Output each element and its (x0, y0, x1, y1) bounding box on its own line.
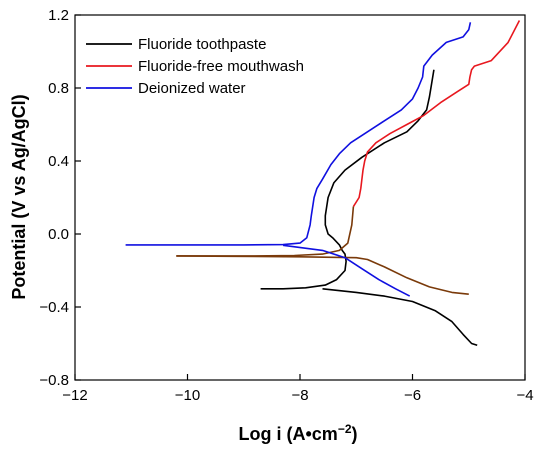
axis-ticks: −12 −10 −8 −6 −4 −0.8 −0.4 0.0 0.4 0.8 1.2 (39, 7, 533, 404)
y-tick-label: 0.8 (48, 80, 69, 97)
y-tick-label: −0.8 (39, 372, 69, 389)
y-tick-label: 0.4 (48, 153, 69, 170)
x-axis-title-close: ) (352, 424, 358, 444)
series-line-1 (322, 288, 478, 347)
series-group (125, 20, 521, 347)
x-axis-title: Log i (A•cm−2) (239, 422, 358, 444)
x-tick-label: −10 (175, 387, 200, 404)
x-tick-label: −12 (62, 387, 87, 404)
series-line-5 (125, 22, 472, 246)
legend-label-deionized-water: Deionized water (138, 80, 246, 97)
x-axis-title-sup: −2 (338, 422, 352, 436)
legend: Fluoride toothpaste Fluoride-free mouthw… (86, 36, 304, 97)
legend-label-fluoride-toothpaste: Fluoride toothpaste (138, 36, 266, 53)
y-axis-title: Potential (V vs Ag/AgCl) (9, 94, 29, 299)
series-line-2 (352, 20, 521, 208)
y-tick-label: 1.2 (48, 7, 69, 24)
legend-label-fluoride-free-mouthwash: Fluoride-free mouthwash (138, 58, 304, 75)
x-tick-label: −8 (291, 387, 308, 404)
y-tick-label: 0.0 (48, 226, 69, 243)
y-tick-label: −0.4 (39, 299, 69, 316)
series-line-0 (260, 69, 435, 290)
series-line-6 (282, 244, 411, 297)
x-axis-title-main: Log i (A•cm (239, 424, 338, 444)
x-tick-label: −6 (404, 387, 421, 404)
series-line-4 (176, 255, 469, 295)
x-tick-label: −4 (516, 387, 533, 404)
